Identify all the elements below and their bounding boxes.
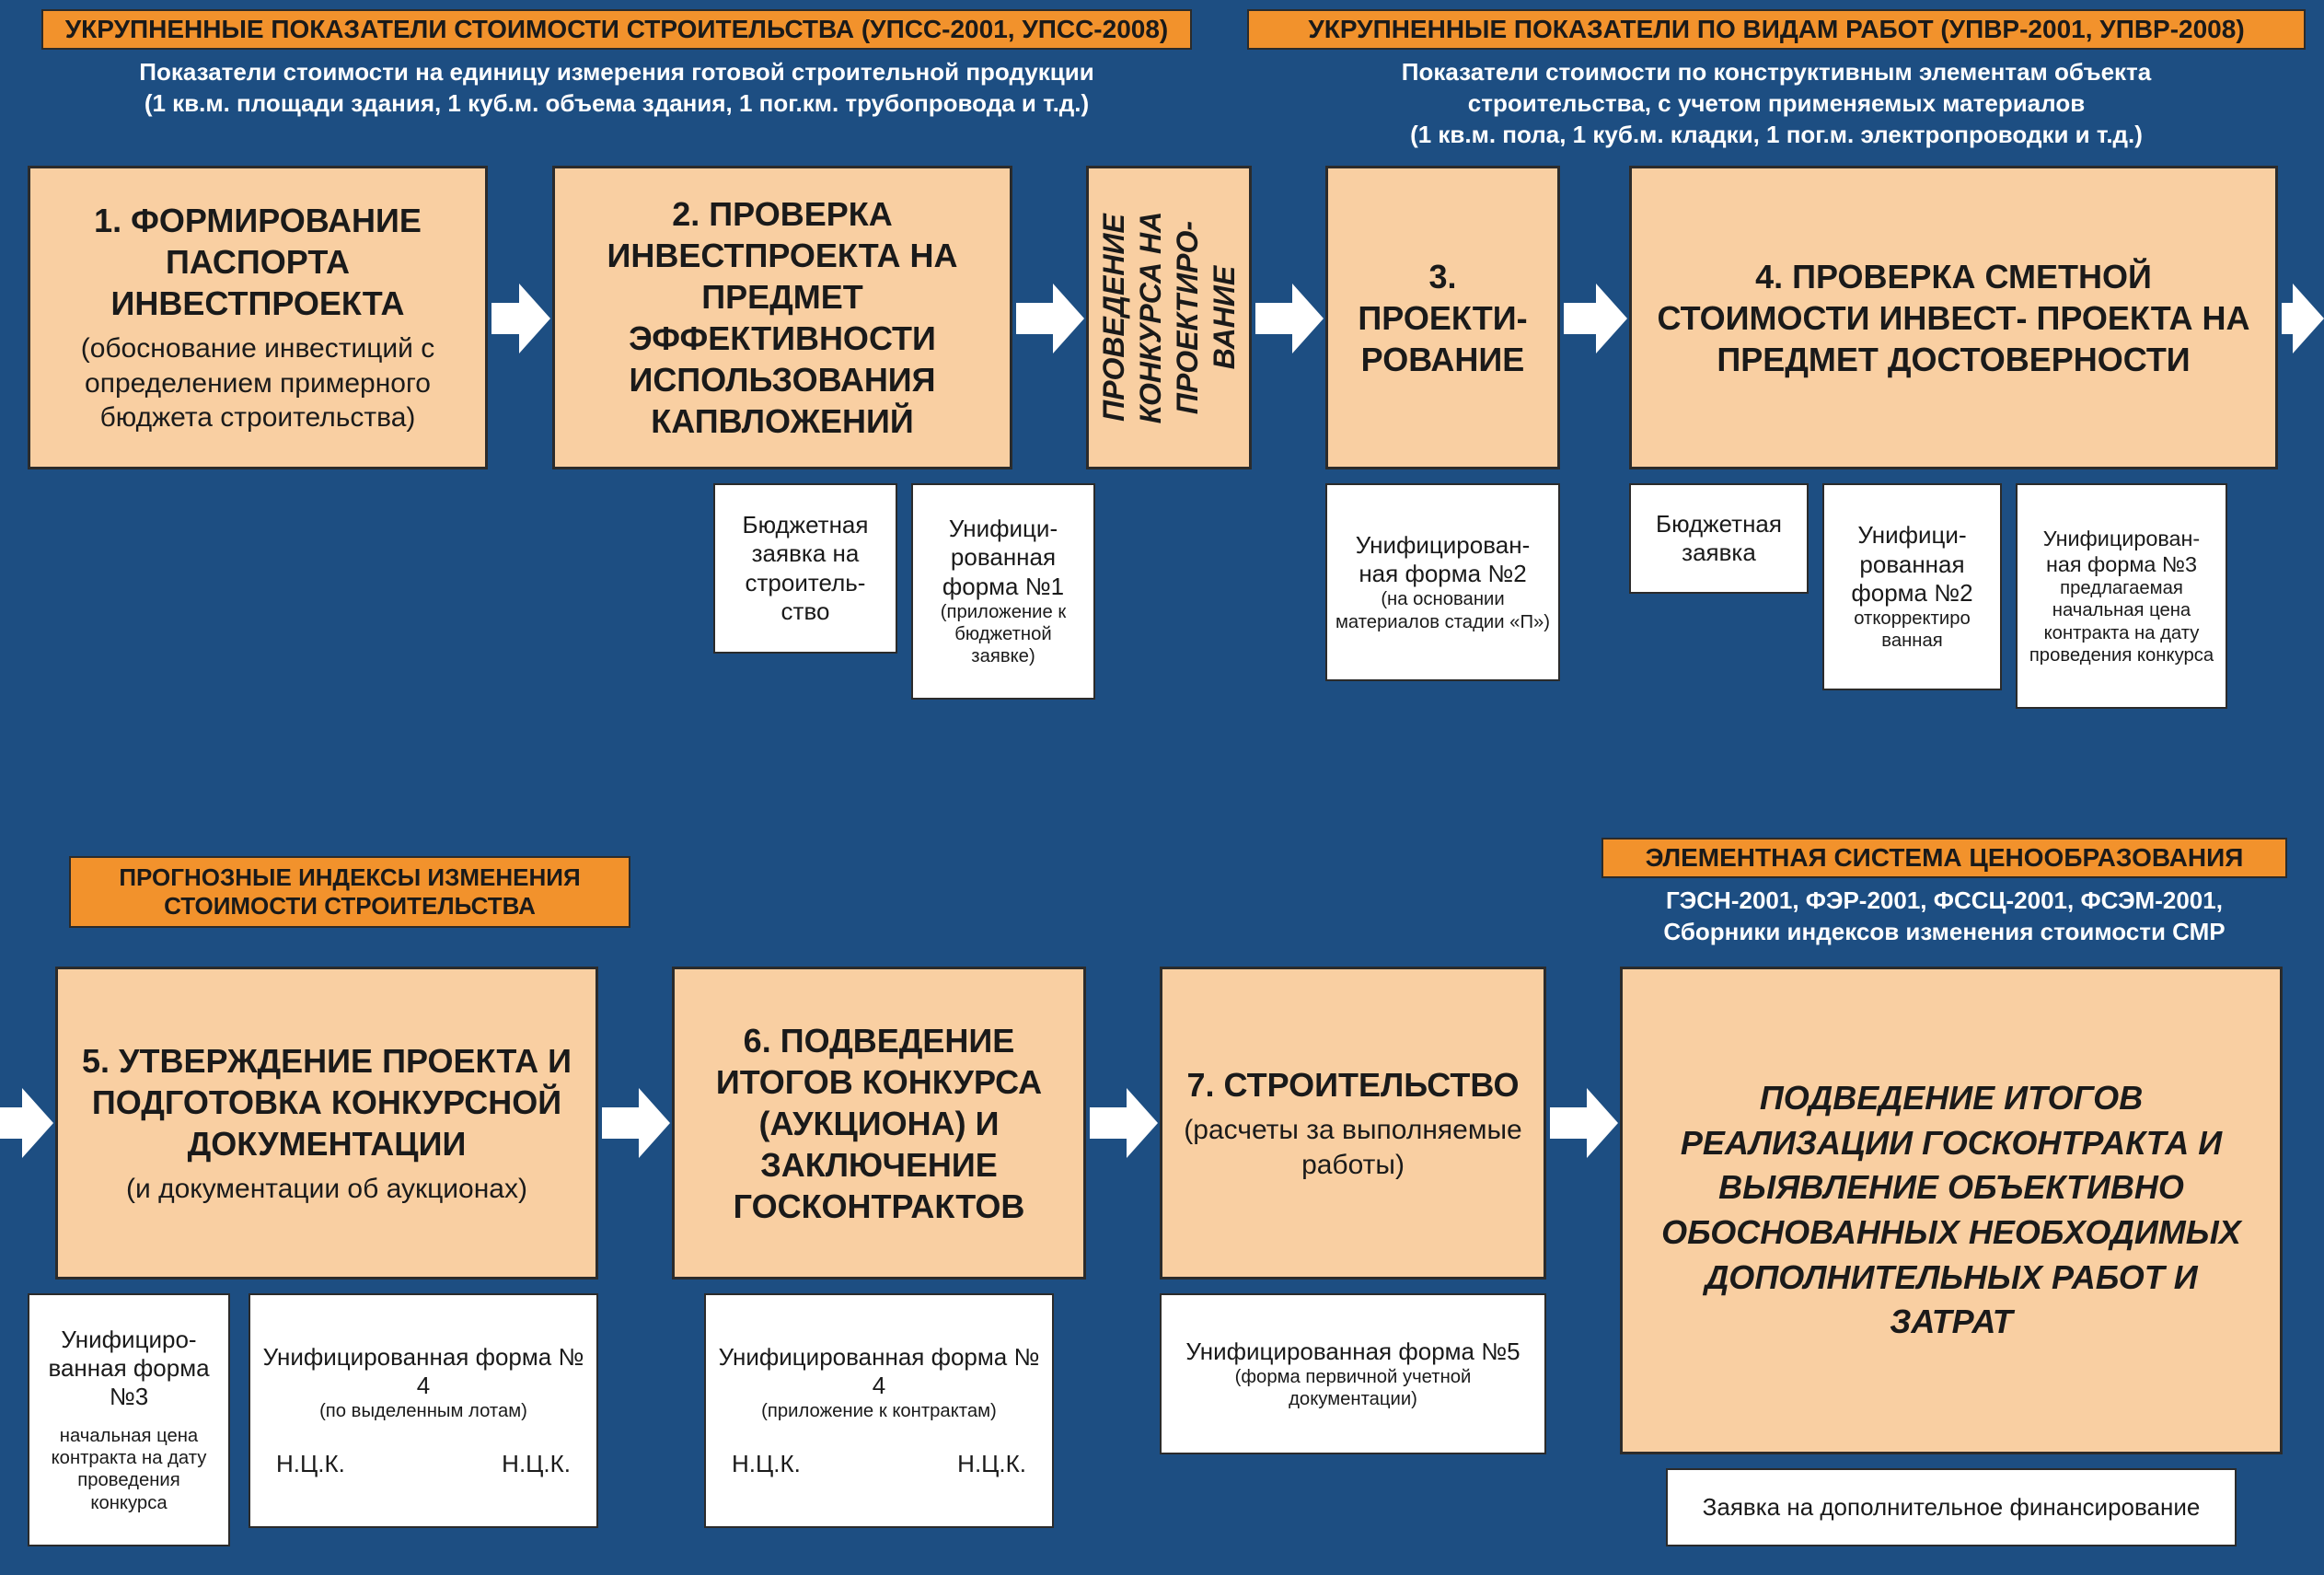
doc-5a-sub: начальная цена контракта на дату проведе… bbox=[37, 1425, 221, 1514]
process-5-sub: (и документации об аукционах) bbox=[126, 1172, 527, 1207]
flow-arrow bbox=[1564, 284, 1627, 353]
process-final-text: ПОДВЕДЕНИЕ ИТОГОВ РЕАЛИЗАЦИИ ГОСКОНТРАКТ… bbox=[1643, 1076, 2260, 1345]
subheader-top-right: Показатели стоимости по конструктивным э… bbox=[1247, 57, 2306, 150]
doc-5b: Унифицированная форма № 4 (по выделенным… bbox=[249, 1293, 598, 1528]
process-2: 2. ПРОВЕРКА ИНВЕСТПРОЕКТА НА ПРЕДМЕТ ЭФФ… bbox=[552, 166, 1012, 469]
process-3-title: 3. ПРОЕКТИ- РОВАНИЕ bbox=[1341, 256, 1544, 380]
doc-final: Заявка на дополнительное финансирование bbox=[1666, 1468, 2237, 1546]
diagram-stage: УКРУПНЕННЫЕ ПОКАЗАТЕЛИ СТОИМОСТИ СТРОИТЕ… bbox=[0, 0, 2324, 1575]
doc-4a-main: Бюджетная заявка bbox=[1638, 510, 1799, 567]
process-final: ПОДВЕДЕНИЕ ИТОГОВ РЕАЛИЗАЦИИ ГОСКОНТРАКТ… bbox=[1620, 967, 2283, 1454]
doc-2b-sub: (приложение к бюджетной заявке) bbox=[920, 601, 1086, 668]
process-vertical-text: ПРОВЕДЕНИЕКОНКУРСА НАПРОЕКТИРО-ВАНИЕ bbox=[1095, 212, 1243, 423]
doc-2a-main: Бюджетная заявка на строитель- ство bbox=[723, 511, 888, 626]
process-7-title: 7. СТРОИТЕЛЬСТВО bbox=[1187, 1064, 1520, 1106]
header-mid-right: ЭЛЕМЕНТНАЯ СИСТЕМА ЦЕНООБРАЗОВАНИЯ bbox=[1601, 838, 2287, 878]
doc-3: Унифицирован- ная форма №2 (на основании… bbox=[1325, 483, 1560, 681]
process-7: 7. СТРОИТЕЛЬСТВО (расчеты за выполняемые… bbox=[1160, 967, 1546, 1280]
doc-2b-main: Унифици- рованная форма №1 bbox=[920, 515, 1086, 601]
header-top-right: УКРУПНЕННЫЕ ПОКАЗАТЕЛИ ПО ВИДАМ РАБОТ (У… bbox=[1247, 9, 2306, 50]
doc-4b: Унифици- рованная форма №2 откорректиро … bbox=[1822, 483, 2002, 690]
process-6-title: 6. ПОДВЕДЕНИЕ ИТОГОВ КОНКУРСА (АУКЦИОНА)… bbox=[688, 1020, 1070, 1227]
doc-5a-main: Унифициро- ванная форма №3 bbox=[37, 1326, 221, 1412]
flow-arrow bbox=[1255, 284, 1324, 353]
doc-4b-sub: откорректиро ванная bbox=[1832, 608, 1993, 653]
flow-arrow bbox=[491, 284, 550, 353]
process-4: 4. ПРОВЕРКА СМЕТНОЙ СТОИМОСТИ ИНВЕСТ- ПР… bbox=[1629, 166, 2278, 469]
doc-5b-sub: (по выделенным лотам) bbox=[319, 1400, 527, 1422]
doc-6-main: Унифицированная форма № 4 bbox=[713, 1343, 1045, 1400]
flow-arrow bbox=[1090, 1088, 1158, 1158]
doc-4c-main: Унифицирован- ная форма №3 bbox=[2025, 526, 2218, 577]
doc-2b: Унифици- рованная форма №1 (приложение к… bbox=[911, 483, 1095, 700]
process-4-title: 4. ПРОВЕРКА СМЕТНОЙ СТОИМОСТИ ИНВЕСТ- ПР… bbox=[1645, 256, 2262, 380]
doc-5a: Унифициро- ванная форма №3 начальная цен… bbox=[28, 1293, 230, 1546]
doc-5b-nck: Н.Ц.К. Н.Ц.К. bbox=[258, 1450, 589, 1478]
process-5: 5. УТВЕРЖДЕНИЕ ПРОЕКТА И ПОДГОТОВКА КОНК… bbox=[55, 967, 598, 1280]
doc-4c-sub: предлагаемая начальная цена контракта на… bbox=[2025, 577, 2218, 666]
flow-arrow bbox=[0, 1088, 53, 1158]
doc-4c: Унифицирован- ная форма №3 предлагаемая … bbox=[2016, 483, 2227, 709]
doc-5b-main: Унифицированная форма № 4 bbox=[258, 1343, 589, 1400]
nck-label: Н.Ц.К. bbox=[732, 1450, 801, 1478]
doc-7: Унифицированная форма №5 (форма первично… bbox=[1160, 1293, 1546, 1454]
doc-4b-main: Унифици- рованная форма №2 bbox=[1832, 521, 1993, 608]
process-1: 1. ФОРМИРОВАНИЕ ПАСПОРТА ИНВЕСТПРОЕКТА (… bbox=[28, 166, 488, 469]
header-mid-left: ПРОГНОЗНЫЕ ИНДЕКСЫ ИЗМЕНЕНИЯ СТОИМОСТИ С… bbox=[69, 856, 630, 928]
doc-6-sub: (приложение к контрактам) bbox=[761, 1400, 997, 1422]
process-2-title: 2. ПРОВЕРКА ИНВЕСТПРОЕКТА НА ПРЕДМЕТ ЭФФ… bbox=[568, 193, 997, 442]
flow-arrow bbox=[2282, 284, 2324, 353]
nck-label: Н.Ц.К. bbox=[502, 1450, 571, 1478]
doc-2a: Бюджетная заявка на строитель- ство bbox=[713, 483, 897, 654]
doc-3-sub: (на основании материалов стадии «П») bbox=[1335, 588, 1551, 633]
doc-6: Унифицированная форма № 4 (приложение к … bbox=[704, 1293, 1054, 1528]
flow-arrow bbox=[602, 1088, 670, 1158]
nck-label: Н.Ц.К. bbox=[276, 1450, 345, 1478]
process-vertical-tender: ПРОВЕДЕНИЕКОНКУРСА НАПРОЕКТИРО-ВАНИЕ bbox=[1086, 166, 1252, 469]
flow-arrow bbox=[1550, 1088, 1618, 1158]
doc-4a: Бюджетная заявка bbox=[1629, 483, 1809, 594]
subheader-top-left: Показатели стоимости на единицу измерени… bbox=[41, 57, 1192, 120]
process-6: 6. ПОДВЕДЕНИЕ ИТОГОВ КОНКУРСА (АУКЦИОНА)… bbox=[672, 967, 1086, 1280]
doc-final-main: Заявка на дополнительное финансирование bbox=[1703, 1493, 2201, 1522]
header-top-left: УКРУПНЕННЫЕ ПОКАЗАТЕЛИ СТОИМОСТИ СТРОИТЕ… bbox=[41, 9, 1192, 50]
flow-arrow bbox=[1016, 284, 1084, 353]
process-1-sub: (обоснование инвестиций с определением п… bbox=[43, 331, 472, 435]
doc-3-main: Унифицирован- ная форма №2 bbox=[1335, 531, 1551, 588]
nck-label: Н.Ц.К. bbox=[957, 1450, 1026, 1478]
process-7-sub: (расчеты за выполняемые работы) bbox=[1175, 1113, 1531, 1182]
doc-7-main: Унифицированная форма №5 bbox=[1185, 1338, 1520, 1366]
doc-7-sub: (форма первичной учетной документации) bbox=[1169, 1366, 1537, 1411]
process-1-title: 1. ФОРМИРОВАНИЕ ПАСПОРТА ИНВЕСТПРОЕКТА bbox=[43, 200, 472, 324]
process-5-title: 5. УТВЕРЖДЕНИЕ ПРОЕКТА И ПОДГОТОВКА КОНК… bbox=[71, 1040, 583, 1164]
subheader-mid-right: ГЭСН-2001, ФЭР-2001, ФССЦ-2001, ФСЭМ-200… bbox=[1601, 886, 2287, 948]
process-3: 3. ПРОЕКТИ- РОВАНИЕ bbox=[1325, 166, 1560, 469]
doc-6-nck: Н.Ц.К. Н.Ц.К. bbox=[713, 1450, 1045, 1478]
